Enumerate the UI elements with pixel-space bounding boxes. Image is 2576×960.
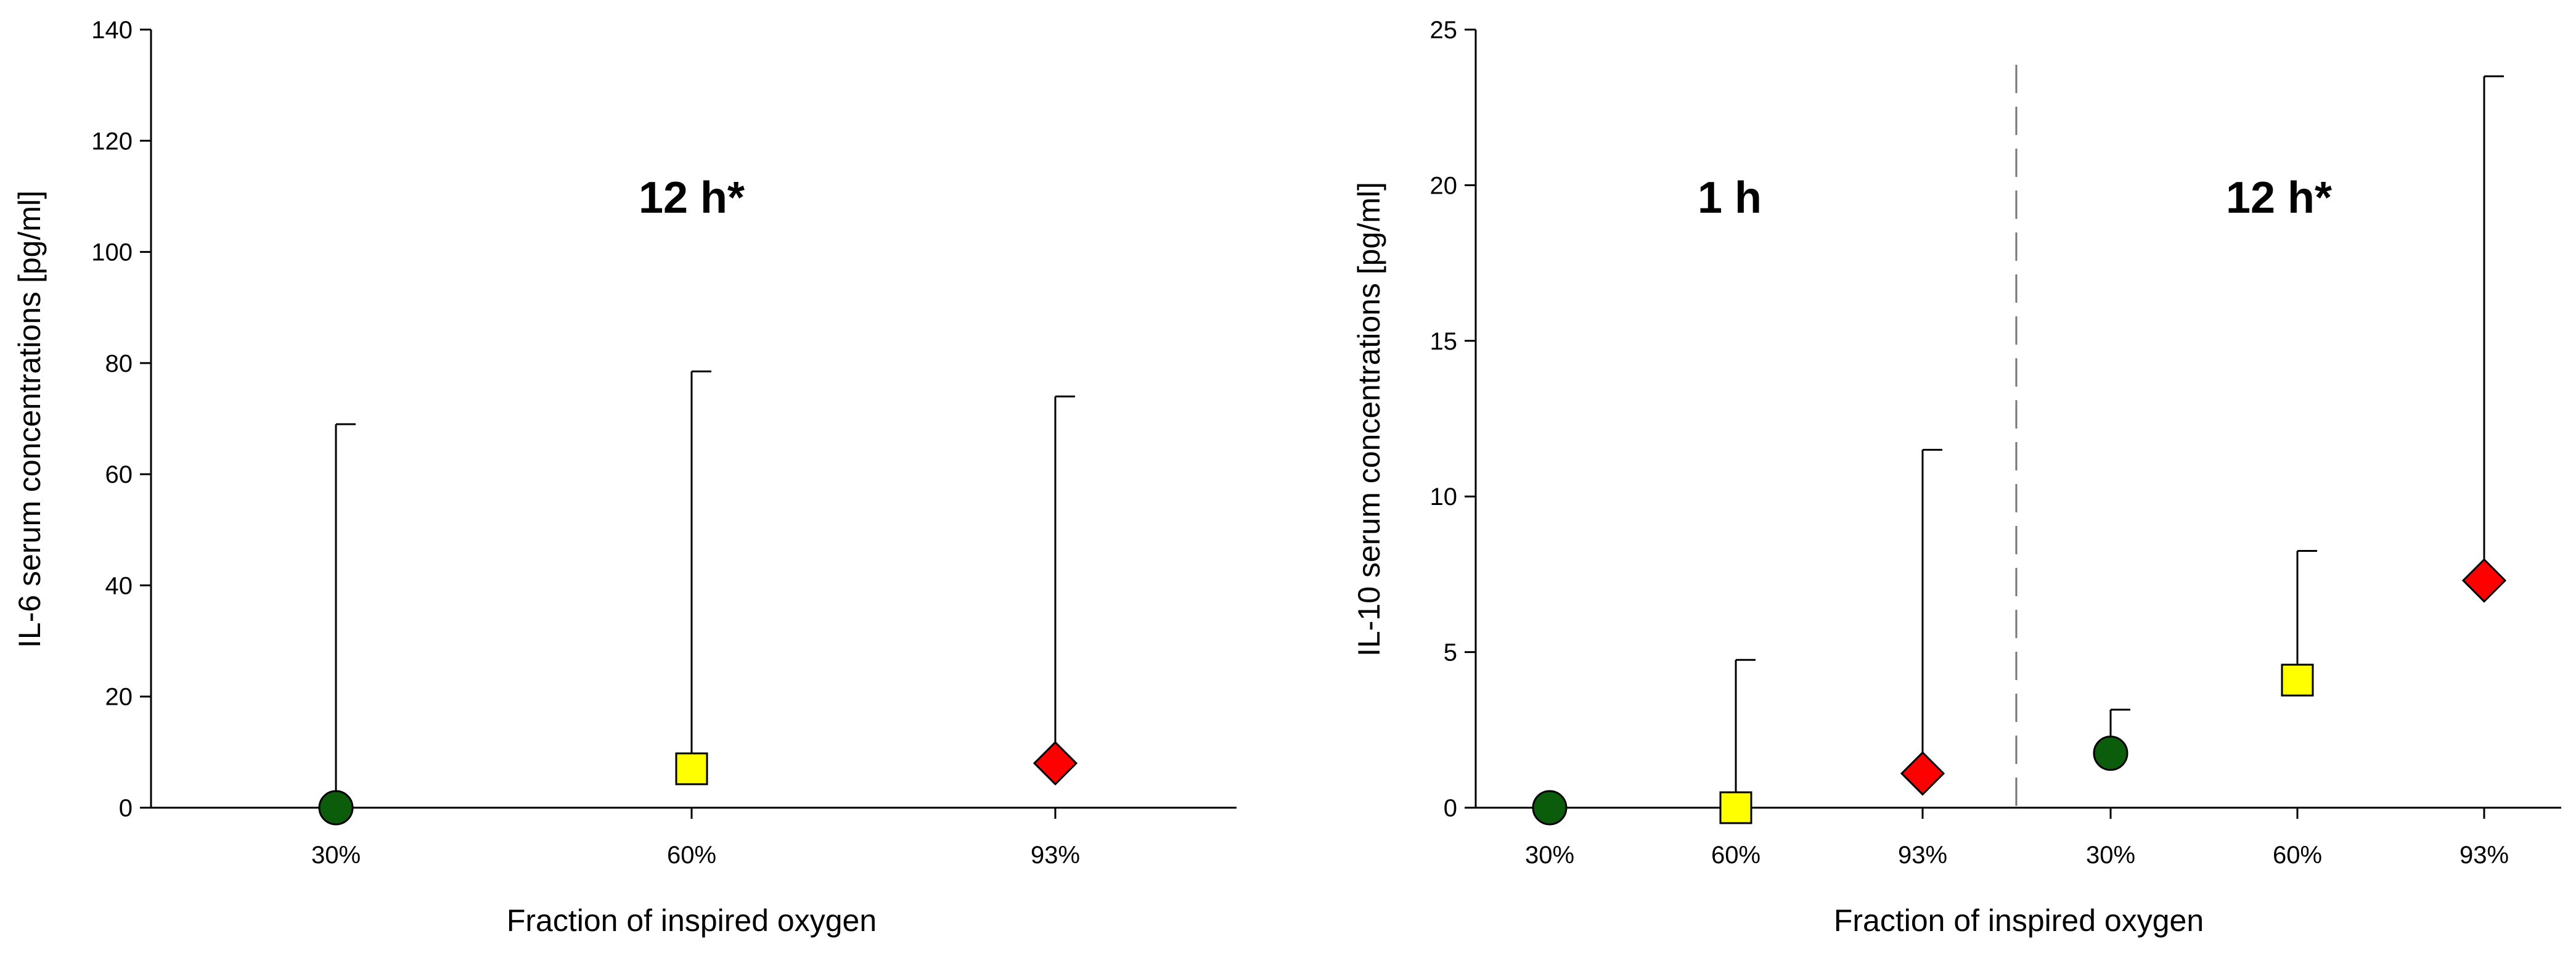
x-tick-label: 93% [1031, 842, 1080, 869]
group-label-12h: 12 h* [639, 173, 745, 223]
x-tick-label: 30% [2086, 842, 2135, 869]
group-label-12h: 12 h* [2226, 173, 2332, 223]
y-tick-label: 0 [1444, 795, 1457, 822]
data-point-circle [318, 790, 354, 826]
x-tick-label: 30% [311, 842, 361, 869]
x-tick-label: 30% [1525, 842, 1574, 869]
data-marks [318, 370, 1078, 826]
y-tick-label: 15 [1430, 328, 1458, 355]
y-tick-label: 40 [105, 572, 133, 599]
data-point-square [675, 752, 708, 786]
data-point-diamond [2461, 558, 2507, 603]
x-ticks: 30% 60% 93% [311, 808, 1080, 869]
x-axis-title: Fraction of inspired oxygen [1834, 903, 2204, 938]
data-point-circle [2093, 736, 2128, 771]
data-point-square [2281, 663, 2314, 697]
y-tick-label: 60 [105, 461, 133, 488]
data-marks [1532, 75, 2507, 826]
y-tick-label: 140 [91, 17, 133, 44]
y-tick-label: 10 [1430, 483, 1458, 511]
chart-il6: 0 20 40 60 80 100 120 140 30% 60% 93% 12 h* Fract… [12, 17, 1237, 938]
x-tick-label: 93% [1898, 842, 1947, 869]
y-tick-label: 120 [91, 128, 133, 155]
data-point-diamond [1032, 741, 1078, 786]
x-tick-label: 60% [667, 842, 716, 869]
y-ticks: 0 5 10 15 20 25 [1430, 17, 1476, 822]
y-tick-label: 80 [105, 350, 133, 377]
y-tick-label: 0 [119, 795, 133, 822]
y-tick-label: 25 [1430, 17, 1458, 44]
y-axis-title: IL-6 serum concentrations [pg/ml] [12, 191, 47, 648]
group-label-1h: 1 h [1698, 173, 1762, 223]
x-ticks: 30% 60% 93% 30% 60% 93% [1525, 808, 2509, 869]
y-tick-label: 5 [1444, 639, 1457, 667]
y-ticks: 0 20 40 60 80 100 120 140 [91, 17, 151, 822]
x-tick-label: 93% [2459, 842, 2509, 869]
y-tick-label: 20 [1430, 172, 1458, 199]
data-point-diamond [1900, 751, 1945, 796]
y-tick-label: 20 [105, 684, 133, 711]
y-tick-label: 100 [91, 239, 133, 266]
x-tick-label: 60% [1711, 842, 1760, 869]
data-point-circle [1532, 790, 1568, 826]
data-point-square [1719, 791, 1752, 824]
y-axis-title: IL-10 serum concentrations [pg/ml] [1352, 182, 1386, 657]
x-axis-title: Fraction of inspired oxygen [507, 903, 877, 938]
x-tick-label: 60% [2273, 842, 2322, 869]
